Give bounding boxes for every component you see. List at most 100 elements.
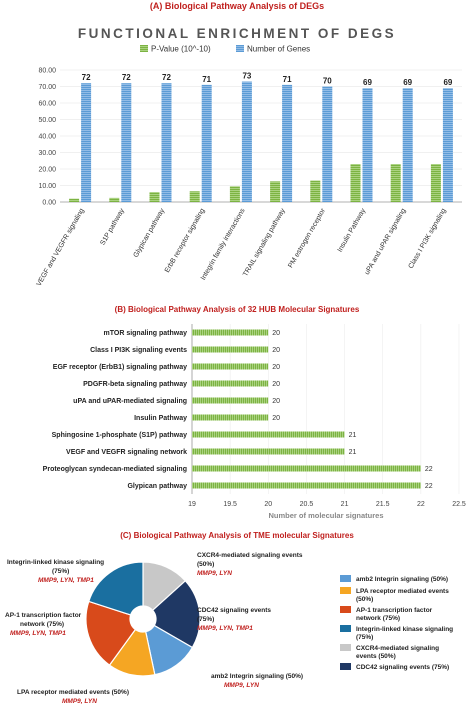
panel-b-bar xyxy=(192,414,269,421)
bar-pvalue xyxy=(109,197,120,202)
panel-a-category-label: Integrin family interactions xyxy=(200,207,247,281)
panel-a-ytick: 80.00 xyxy=(38,68,56,75)
bar-genes-label: 69 xyxy=(443,78,452,87)
panel-a-category-label: Class I PI3K signaling xyxy=(408,207,448,270)
legend-swatch-genes xyxy=(236,45,244,52)
legend-swatch-lpa xyxy=(340,587,351,594)
panel-b-xtick: 20.5 xyxy=(300,501,314,508)
panel-b-value-label: 20 xyxy=(272,415,280,422)
bar-pvalue xyxy=(390,164,401,202)
callout-ilk-genes: MMP9, LYN, TMP1 xyxy=(38,577,94,584)
panel-a-ytick: 60.00 xyxy=(38,101,56,108)
panel-a-category-label: Insulin Pathway xyxy=(337,207,368,253)
panel-a-category-label: VEGF and VEGFR signaling xyxy=(36,207,86,287)
panel-a-ytick: 0.00 xyxy=(42,200,56,207)
legend-text-lpa-l1: LPA receptor mediated events xyxy=(356,588,449,595)
bar-genes xyxy=(282,84,293,202)
bar-pvalue xyxy=(430,164,441,202)
panel-a-ytick: 70.00 xyxy=(38,84,56,91)
panel-b-value-label: 20 xyxy=(272,330,280,337)
callout-lpa-genes: MMP9, LYN xyxy=(62,698,97,705)
panel-a-ytick: 50.00 xyxy=(38,117,56,124)
legend-text-ilk-l2: (75%) xyxy=(356,634,373,641)
panel-b-title: (B) Biological Pathway Analysis of 32 HU… xyxy=(115,305,360,314)
pie-slice xyxy=(88,561,144,616)
bar-pvalue xyxy=(350,164,361,202)
callout-amb2-l1: amb2 Integrin signaling (50%) xyxy=(211,673,303,680)
callout-ilk-l1: Integrin-linked kinase signaling xyxy=(7,559,104,566)
bar-genes xyxy=(402,88,413,202)
pie-callouts: Integrin-linked kinase signaling (75%) M… xyxy=(5,552,303,705)
panel-b-bar xyxy=(192,465,421,472)
panel-a-category-label: Glypican pathway xyxy=(133,207,167,259)
panel-a-category-label: TRAIL signaling pathway xyxy=(242,207,287,278)
panel-b-xtick: 21.5 xyxy=(376,501,390,508)
panel-b-xtick: 19 xyxy=(188,501,196,508)
bar-pvalue xyxy=(229,186,240,202)
panel-a-title: (A) Biological Pathway Analysis of DEGs xyxy=(150,1,324,11)
panel-a-category-label: PM estrogen receptor xyxy=(287,207,327,269)
panel-b-xtick: 19.5 xyxy=(223,501,237,508)
callout-ap1-l1: AP-1 transcription factor xyxy=(5,612,82,619)
legend-label-pvalue: P-Value (10^-10) xyxy=(151,45,211,54)
bar-genes-label: 71 xyxy=(202,75,211,84)
legend-text-lpa-l2: (50%) xyxy=(356,596,373,603)
callout-cxcr4-l1: CXCR4-mediated signaling events xyxy=(197,552,303,559)
bar-pvalue xyxy=(149,192,160,202)
legend-text-amb2: amb2 Integrin signaling (50%) xyxy=(356,576,448,583)
legend-swatch-amb2 xyxy=(340,575,351,582)
panel-b-category-label: Glypican pathway xyxy=(127,483,187,490)
bar-genes xyxy=(241,81,252,202)
callout-cxcr4-genes: MMP9, LYN xyxy=(197,570,232,577)
bar-genes xyxy=(362,88,373,202)
panel-b-value-label: 20 xyxy=(272,381,280,388)
panel-b-category-label: Sphingosine 1-phosphate (S1P) pathway xyxy=(52,432,187,439)
panel-a-category-label: S1P pathway xyxy=(99,207,126,247)
panel-b-bar xyxy=(192,448,345,455)
callout-lpa-l1: LPA receptor mediated events (50%) xyxy=(17,689,129,696)
panel-b-xtick: 21 xyxy=(341,501,349,508)
pie-legend: amb2 Integrin signaling (50%) LPA recept… xyxy=(340,575,453,671)
panel-b-bar xyxy=(192,380,269,387)
legend-swatch-ilk xyxy=(340,625,351,632)
legend-text-ap1-l1: AP-1 transcription factor xyxy=(356,607,433,614)
legend-swatch-cxcr4 xyxy=(340,644,351,651)
bar-genes xyxy=(201,84,212,202)
panel-b-category-label: VEGF and VEGFR signaling network xyxy=(66,449,187,456)
legend-label-genes: Number of Genes xyxy=(247,45,310,54)
callout-amb2-genes: MMP9, LYN xyxy=(224,682,259,689)
panel-b-xtick: 22 xyxy=(417,501,425,508)
panel-a-ytick: 10.00 xyxy=(38,183,56,190)
bar-genes xyxy=(121,83,132,202)
callout-cdc42-genes: MMP9, LYN, TMP1 xyxy=(197,625,253,632)
bar-genes-label: 70 xyxy=(323,77,332,86)
bar-pvalue xyxy=(270,181,281,202)
bar-pvalue xyxy=(310,180,321,202)
panel-b-category-label: mTOR signaling pathway xyxy=(104,330,188,337)
callout-cdc42-l2: (75%) xyxy=(197,616,214,623)
panel-a-category-label: uPA and uPAR signaling xyxy=(364,207,408,276)
panel-a-ytick: 40.00 xyxy=(38,134,56,141)
panel-b-bar xyxy=(192,397,269,404)
legend-text-ap1-l2: network (75%) xyxy=(356,615,400,622)
panel-b-value-label: 21 xyxy=(349,449,357,456)
bar-genes-label: 72 xyxy=(122,73,131,82)
panel-b-category-label: Proteoglycan syndecan-mediated signaling xyxy=(43,466,187,473)
panel-b-category-label: Insulin Pathway xyxy=(134,415,187,422)
callout-ilk-l2: (75%) xyxy=(52,568,69,575)
panel-b-value-label: 22 xyxy=(425,466,433,473)
legend-text-cxcr4-l2: events (50%) xyxy=(356,653,396,660)
panel-b-bar xyxy=(192,431,345,438)
panel-b-bar xyxy=(192,346,269,353)
panel-b-category-label: EGF receptor (ErbB1) signaling pathway xyxy=(53,364,187,371)
bar-genes-label: 72 xyxy=(82,73,91,82)
panel-b-value-label: 21 xyxy=(349,432,357,439)
pie-slice xyxy=(85,600,137,666)
panel-a-category-label: ErbB receptor signaling xyxy=(164,207,206,274)
panel-b-value-label: 20 xyxy=(272,347,280,354)
callout-ap1-l2: network (75%) xyxy=(20,621,64,628)
callout-cdc42-l1: CDC42 signaling events xyxy=(197,607,271,614)
panel-b-value-label: 20 xyxy=(272,398,280,405)
legend-swatch-ap1 xyxy=(340,606,351,613)
